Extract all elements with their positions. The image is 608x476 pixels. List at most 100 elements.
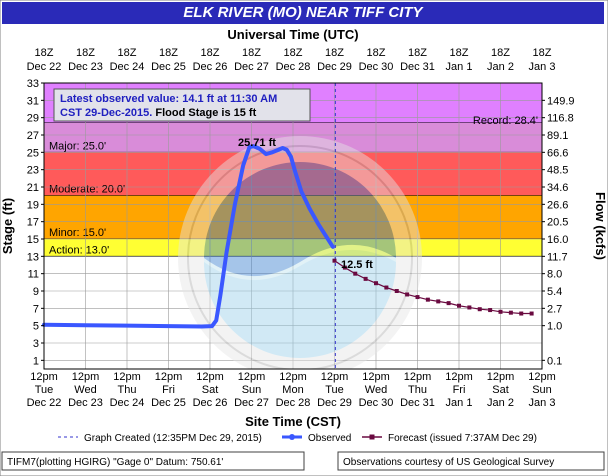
noaa-watermark-logo [178,136,422,369]
top-tick-time: 18Z [242,47,261,59]
bottom-tick-date: Dec 29 [317,397,352,409]
bottom-tick-day: Sun [242,384,262,396]
left-axis-title: Stage (ft) [0,198,15,254]
flow-tick-label: 66.6 [547,147,568,159]
record-label: Record: 28.4' [473,115,538,127]
forecast-point [508,310,513,315]
y-tick-label: 19 [27,199,39,211]
legend-observed: Observed [308,433,351,444]
y-tick-label: 13 [27,251,39,263]
band-label-action: Action: 13.0' [49,244,109,256]
info-line-2: CST 29-Dec-2015. Flood Stage is 15 ft [60,107,257,119]
bottom-tick-day: Wed [74,384,96,396]
forecast-point [394,289,399,293]
bottom-tick-time: 12pm [113,371,141,383]
bottom-axis-title: Site Time (CST) [245,414,341,429]
forecast-start-label: 12.5 ft [341,259,373,271]
latest-value-infobox: Latest observed value: 14.1 ft at 11:30 … [53,88,311,122]
bottom-tick-date: Dec 22 [27,397,62,409]
forecast-point [436,299,441,304]
forecast-point [332,258,337,263]
bottom-tick-day: Fri [453,384,466,396]
bottom-tick-time: 12pm [196,371,224,383]
y-tick-label: 11 [28,269,39,281]
bottom-tick-time: 12pm [72,371,100,383]
observed-series [42,144,335,329]
forecast-point [529,311,534,316]
top-tick-time: 18Z [76,47,95,59]
top-tick-time: 18Z [491,47,510,59]
y-tick-label: 3 [33,338,39,350]
forecast-point [342,265,347,270]
top-tick-date: Dec 29 [317,61,352,73]
legend-graph-created: Graph Created (12:35PM Dec 29, 2015) [84,433,262,444]
top-axis-title: Universal Time (UTC) [227,27,358,42]
y-tick-label: 31 [27,95,39,107]
forecast-point [353,271,358,276]
y-tick-label: 23 [27,165,39,177]
forecast-point [457,303,461,308]
bottom-tick-time: 12pm [528,371,556,383]
footer-right: Observations courtesy of US Geological S… [343,457,554,468]
bottom-tick-date: Dec 30 [359,397,394,409]
top-tick-time: 18Z [325,47,344,59]
top-tick-date: Dec 26 [193,61,228,73]
top-tick-date: Dec 22 [27,61,62,73]
top-tick-date: Dec 23 [68,61,103,73]
bottom-tick-day: Tue [325,384,344,396]
flow-tick-label: 26.6 [547,199,568,211]
bottom-tick-day: Thu [118,384,137,396]
bottom-tick-day: Sat [202,384,219,396]
top-tick-date: Jan 1 [446,61,473,73]
y-tick-label: 15 [27,234,39,246]
bottom-tick-day: Sun [532,384,552,396]
top-tick-date: Dec 24 [110,61,145,73]
top-tick-time: 18Z [533,47,552,59]
forecast-point [498,309,503,314]
y-tick-label: 9 [33,286,39,298]
y-tick-label: 33 [27,78,39,90]
top-tick-date: Jan 2 [487,61,514,73]
flow-tick-label: 8.0 [547,269,562,281]
y-tick-label: 21 [27,182,39,194]
y-tick-label: 29 [27,113,39,125]
forecast-point [519,311,524,316]
flow-tick-label: 48.5 [547,165,568,177]
top-tick-date: Dec 28 [276,61,311,73]
forecast-point [467,305,472,310]
info-line-2-date: CST 29-Dec-2015. [60,107,152,119]
bottom-tick-day: Mon [282,384,303,396]
top-tick-date: Dec 31 [400,61,435,73]
forecast-point [488,308,493,313]
bottom-tick-date: Dec 23 [68,397,103,409]
flow-tick-label: 116.8 [547,113,574,125]
top-tick-time: 18Z [118,47,137,59]
y-tick-label: 25 [27,147,39,159]
footer-right-box [337,451,605,471]
forecast-point [425,297,430,302]
legend-forecast: Forecast (issued 7:37AM Dec 29) [388,433,537,444]
y-tick-label: 17 [27,217,39,229]
bottom-tick-date: Jan 3 [529,397,556,409]
top-tick-time: 18Z [450,47,469,59]
info-line-2-flood-stage: Flood Stage is 15 ft [152,107,256,119]
forecast-point [405,292,410,297]
forecast-point [415,295,420,300]
bottom-tick-time: 12pm [279,371,307,383]
flow-tick-label: 20.5 [547,217,568,229]
bottom-tick-time: 12pm [238,371,266,383]
flow-tick-label: 34.6 [547,182,568,194]
top-tick-time: 18Z [367,47,386,59]
tick-labels: 135791113151719212325272931330.11.02.75.… [27,47,575,409]
bottom-tick-date: Dec 26 [193,397,228,409]
flow-tick-label: 16.0 [547,234,568,246]
plot-border [43,82,543,370]
bottom-tick-day: Wed [365,384,387,396]
footer-left-box [1,451,305,471]
flow-tick-label: 0.1 [547,355,562,367]
peak-label: 25.71 ft [238,137,276,149]
bottom-tick-time: 12pm [321,371,349,383]
bottom-tick-time: 12pm [155,371,183,383]
band-label-moderate: Moderate: 20.0' [49,184,125,196]
